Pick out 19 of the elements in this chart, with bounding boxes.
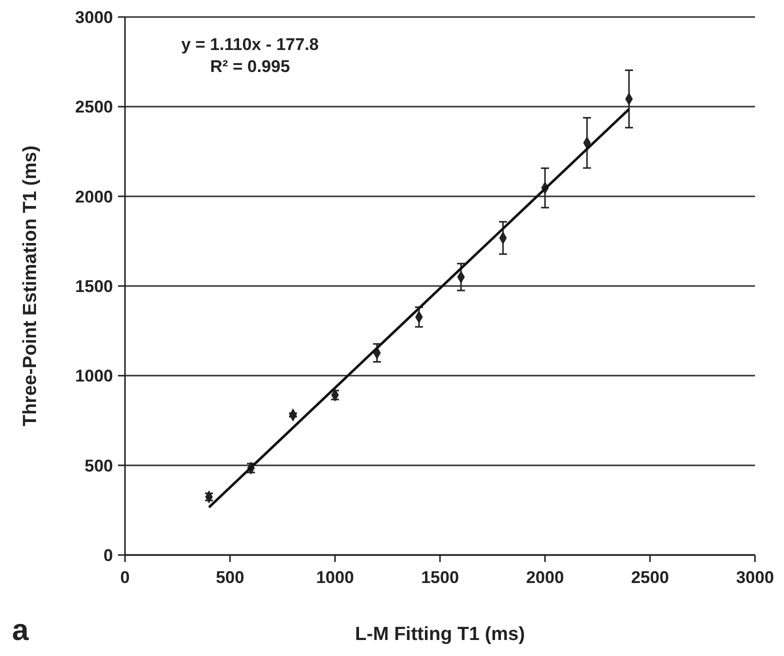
x-tick-label: 3000 [736, 568, 774, 587]
y-tick-label: 1500 [75, 276, 113, 296]
y-tick-label: 0 [104, 546, 113, 565]
x-tick-label: 500 [216, 568, 244, 587]
x-tick-label: 1500 [421, 568, 459, 587]
text: a [12, 614, 29, 647]
annotation: y = 1.110x - 177.8 [181, 35, 319, 54]
x-axis-title: L-M Fitting T1 (ms) [355, 624, 525, 645]
y-tick-label: 500 [84, 456, 113, 476]
x-tick-label: 2000 [526, 568, 564, 587]
y-axis-title: Three-Point Estimation T1 (ms) [20, 146, 41, 426]
y-tick-label: 3000 [75, 8, 113, 27]
y-tick-label: 1000 [75, 366, 113, 386]
x-tick-label: 2500 [631, 568, 669, 587]
annotation: R² = 0.995 [210, 57, 290, 76]
y-tick-label: 2000 [75, 187, 113, 206]
y-tick-label: 2500 [75, 98, 113, 117]
x-tick-label: 0 [120, 568, 130, 587]
x-tick-label: 1000 [316, 568, 354, 587]
